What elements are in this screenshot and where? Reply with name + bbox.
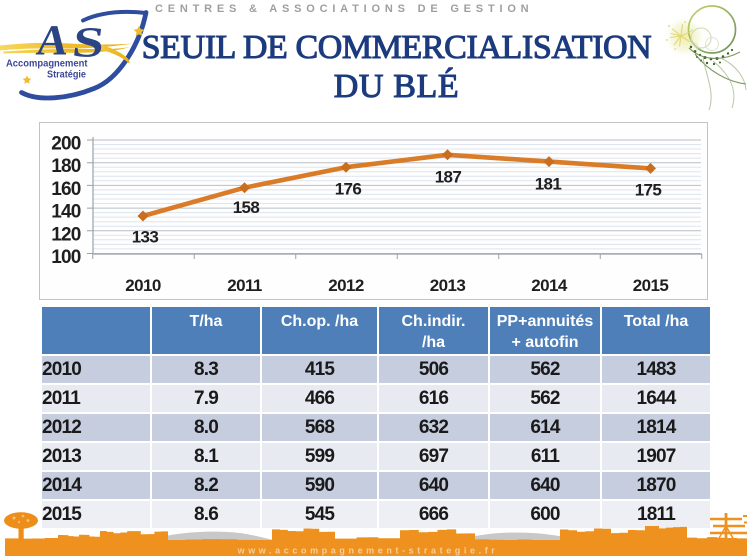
svg-text:187: 187	[435, 168, 462, 187]
svg-text:Stratégie: Stratégie	[47, 68, 86, 80]
svg-text:120: 120	[51, 224, 81, 245]
svg-text:158: 158	[233, 198, 260, 217]
svg-text:180: 180	[51, 156, 81, 177]
svg-text:176: 176	[335, 180, 362, 199]
svg-text:140: 140	[51, 202, 81, 223]
svg-text:200: 200	[51, 134, 81, 155]
svg-text:A: A	[34, 18, 71, 65]
svg-text:2015: 2015	[633, 276, 669, 295]
svg-text:100: 100	[51, 247, 81, 268]
svg-text:www.accompagnement-strategie.f: www.accompagnement-strategie.fr	[237, 546, 499, 556]
svg-text:2014: 2014	[531, 276, 568, 295]
svg-text:2012: 2012	[328, 276, 364, 295]
svg-text:2013: 2013	[430, 276, 466, 295]
svg-text:2011: 2011	[227, 276, 262, 295]
svg-text:181: 181	[535, 175, 562, 194]
svg-text:175: 175	[635, 181, 662, 200]
svg-text:160: 160	[51, 179, 81, 200]
svg-text:Accompagnement: Accompagnement	[6, 57, 88, 69]
svg-text:S: S	[70, 18, 107, 66]
svg-text:133: 133	[132, 228, 159, 247]
svg-text:2010: 2010	[125, 276, 161, 295]
